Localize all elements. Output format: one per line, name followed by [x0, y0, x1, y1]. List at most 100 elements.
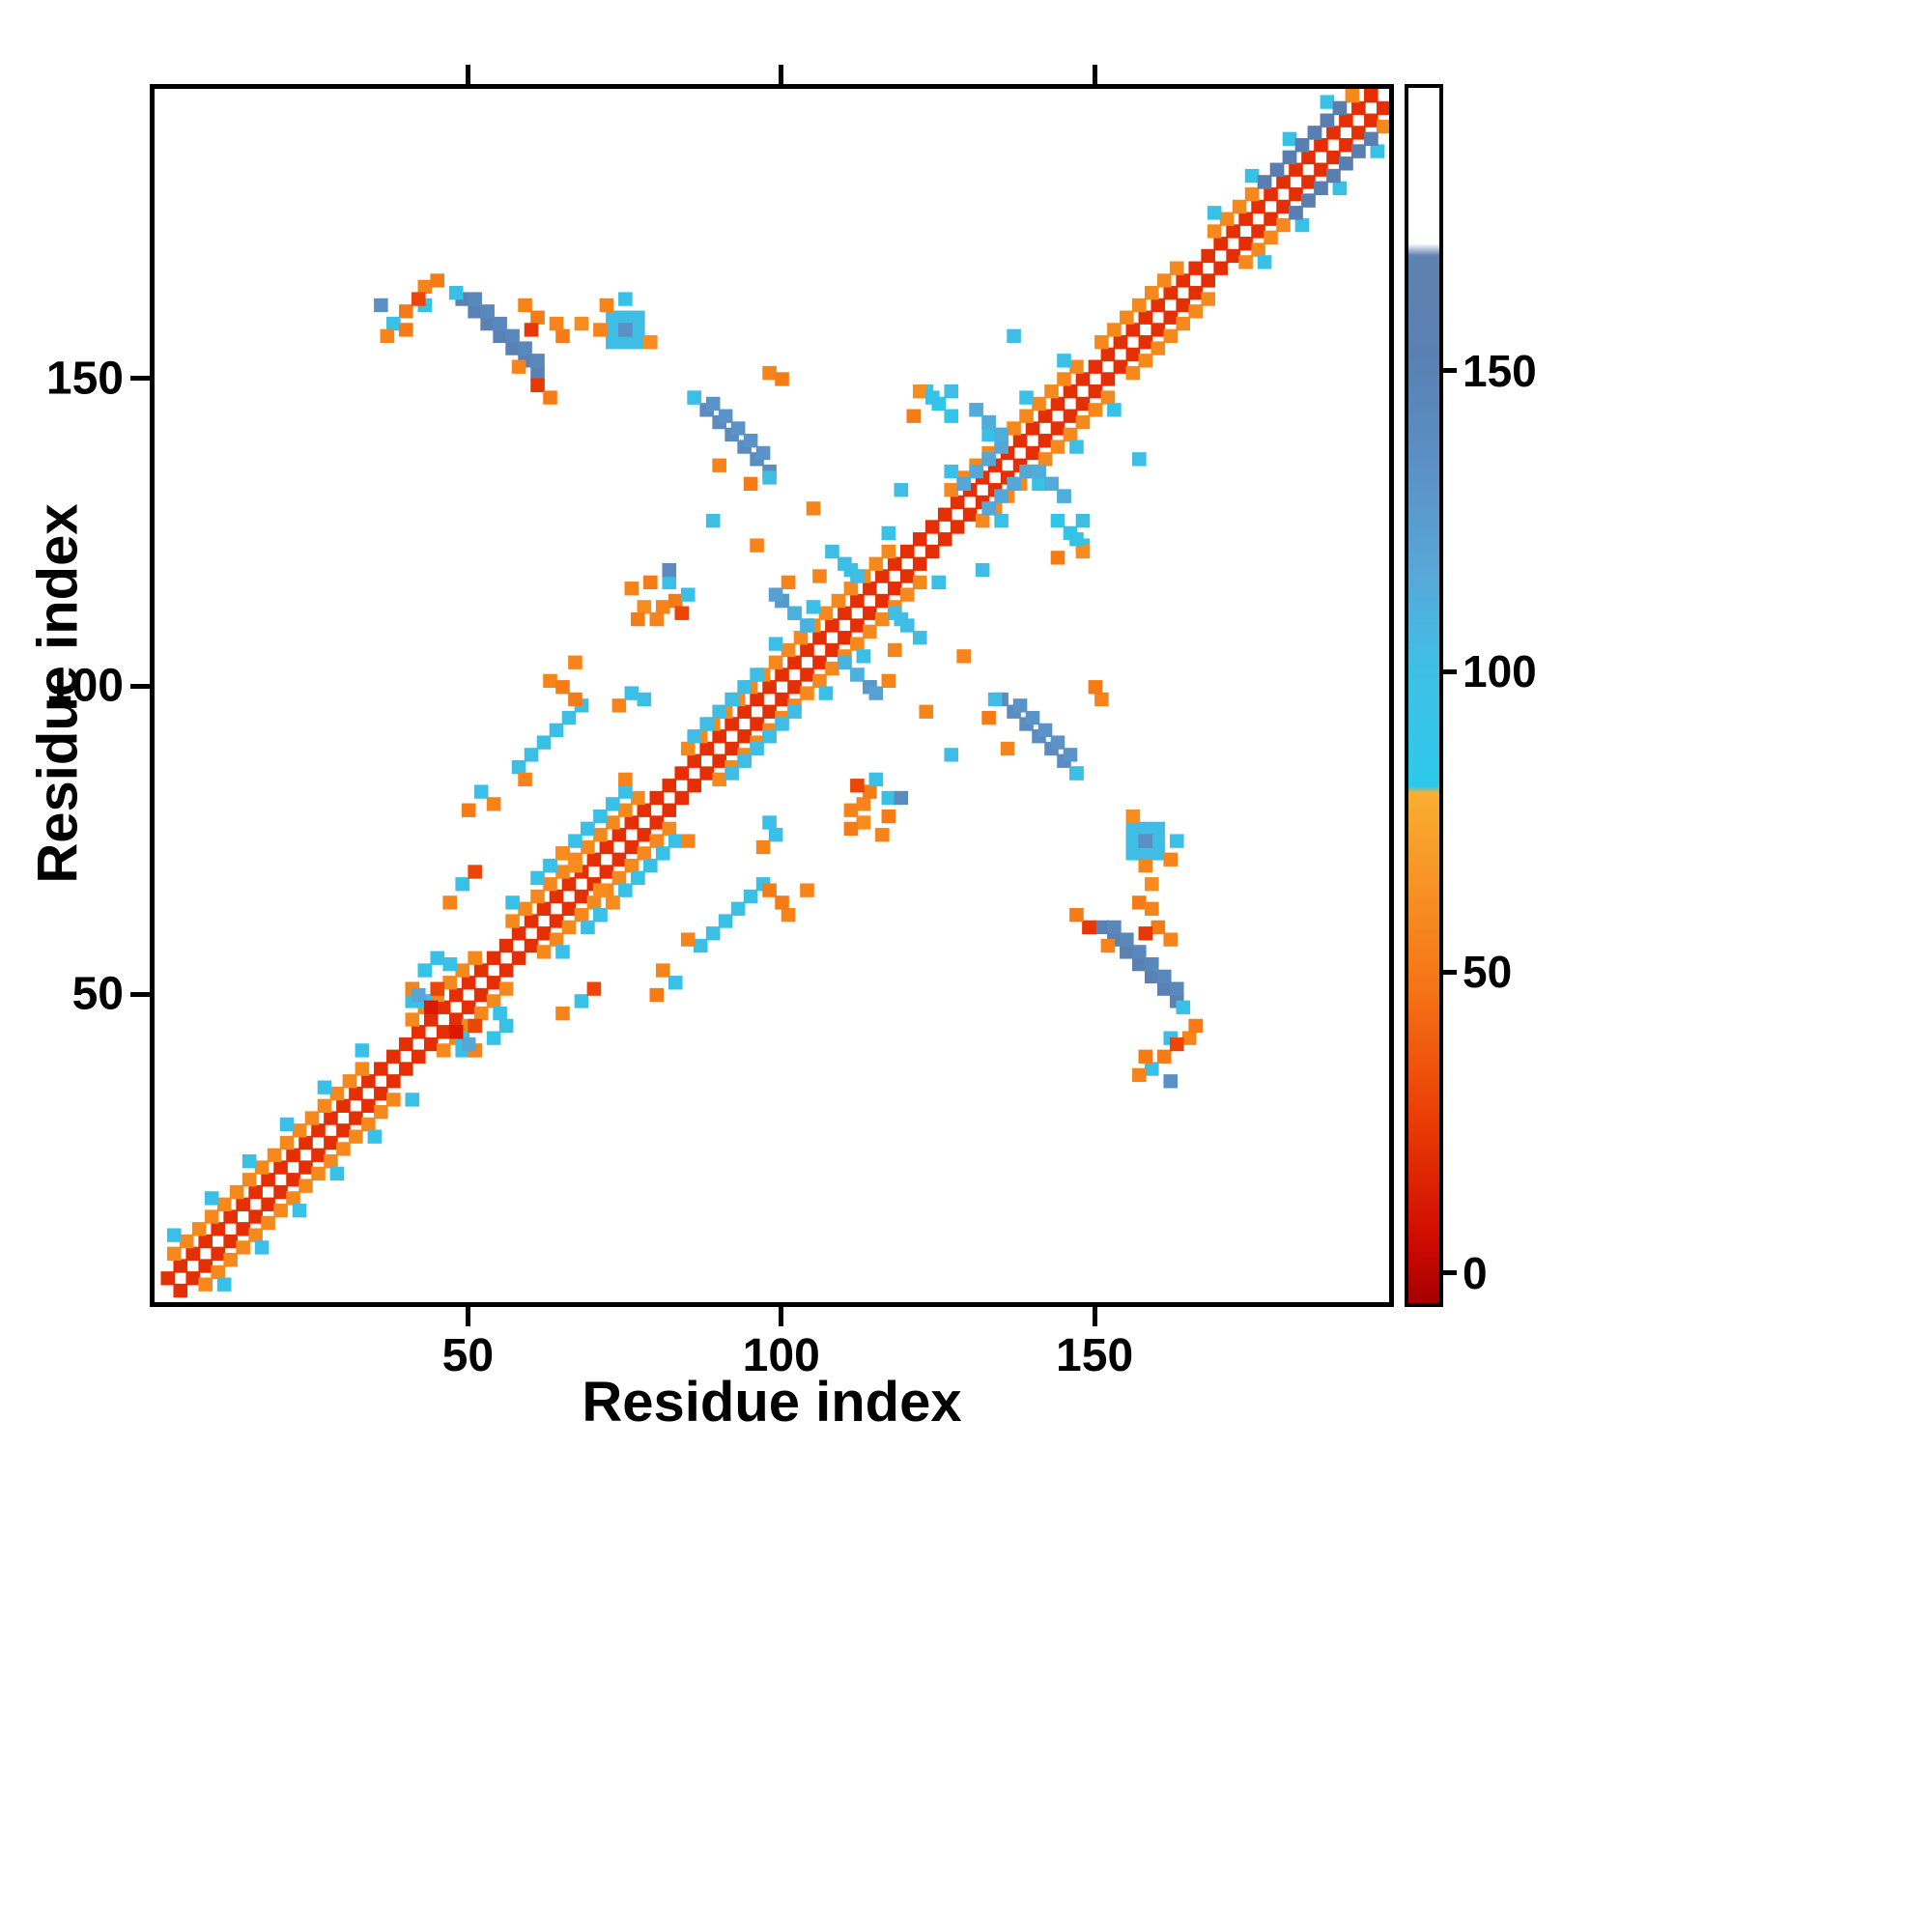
contact-cell: [1282, 150, 1297, 165]
contact-cell: [787, 704, 802, 719]
contact-cell: [367, 1129, 383, 1144]
contact-cell: [655, 600, 670, 614]
contact-cell: [261, 1173, 275, 1187]
contact-cell: [568, 692, 582, 707]
contact-cell: [1069, 440, 1084, 454]
contact-cell: [405, 1093, 420, 1107]
contact-cell: [1176, 298, 1191, 313]
contact-cell: [1314, 138, 1328, 153]
contact-cell: [618, 803, 633, 817]
contact-cell: [800, 642, 814, 658]
contact-cell: [1151, 834, 1166, 848]
contact-cell: [618, 335, 633, 350]
contact-cell: [818, 606, 834, 620]
contact-cell: [1069, 532, 1084, 547]
contact-cell: [755, 839, 771, 855]
contact-cell: [549, 723, 564, 738]
contact-cell: [888, 606, 902, 620]
contact-cell: [1125, 323, 1141, 337]
contact-cell: [468, 951, 482, 965]
contact-cell: [762, 365, 777, 381]
contact-cell: [223, 1209, 238, 1224]
contact-cell: [386, 1093, 401, 1107]
contact-cell: [981, 414, 996, 430]
contact-cell: [549, 316, 564, 331]
contact-cell: [643, 335, 658, 350]
contact-cell: [812, 673, 827, 689]
contact-cell: [618, 883, 633, 897]
contact-cell: [1138, 1049, 1153, 1064]
contact-cell: [1144, 1062, 1159, 1076]
contact-cell: [1151, 846, 1166, 861]
contact-cell: [812, 569, 827, 583]
colorbar-tick: [1443, 1270, 1457, 1276]
contact-cell: [994, 427, 1009, 442]
contact-cell: [1301, 150, 1316, 165]
contact-cell: [1050, 396, 1065, 412]
contact-cell: [223, 1252, 238, 1267]
contact-cell: [1025, 710, 1040, 725]
contact-cell: [762, 680, 777, 695]
contact-cell: [574, 889, 589, 904]
contact-cell: [1107, 920, 1122, 935]
contact-cell: [216, 1277, 232, 1292]
contact-cell: [536, 926, 552, 941]
contact-cell: [856, 797, 871, 811]
contact-cell: [1088, 359, 1103, 374]
contact-cell: [1037, 452, 1053, 467]
contact-cell: [1351, 100, 1366, 116]
contact-cell: [1276, 217, 1291, 233]
contact-cell: [1025, 421, 1040, 436]
contact-cell: [198, 1234, 213, 1249]
contact-cell: [411, 1049, 426, 1064]
contact-cell: [1094, 920, 1109, 935]
contact-cell: [838, 606, 852, 620]
contact-cell: [1125, 846, 1141, 861]
contact-cell: [223, 1234, 238, 1249]
contact-cell: [899, 569, 915, 583]
contact-cell: [924, 520, 940, 534]
contact-cell: [374, 1086, 388, 1101]
contact-cell: [624, 839, 639, 855]
contact-cell: [762, 815, 777, 830]
colorbar: [1405, 84, 1443, 1307]
contact-cell: [498, 963, 514, 978]
contact-cell: [868, 686, 884, 700]
contact-cell: [493, 316, 507, 331]
contact-cell: [1314, 181, 1328, 195]
contact-cell: [561, 710, 577, 725]
contact-cell: [555, 328, 570, 343]
contact-cell: [1144, 901, 1159, 916]
contact-cell: [1289, 206, 1303, 220]
contact-cell: [1138, 354, 1153, 368]
contact-cell: [1025, 445, 1040, 461]
contact-cell: [1226, 248, 1240, 264]
contact-cell: [705, 396, 721, 412]
contact-cell: [850, 618, 865, 633]
contact-cell: [1057, 372, 1071, 386]
contact-cell: [730, 901, 746, 916]
contact-cell: [1264, 187, 1278, 202]
contact-cell: [737, 704, 752, 719]
contact-cell: [1138, 310, 1153, 325]
contact-cell: [292, 1123, 307, 1138]
contact-cell: [1007, 328, 1021, 343]
contact-cell: [1332, 181, 1348, 195]
contact-cell: [875, 593, 890, 609]
contact-cell: [1251, 224, 1265, 239]
contact-cell: [762, 883, 777, 897]
contact-cell: [1207, 224, 1222, 239]
contact-cell: [530, 378, 545, 392]
contact-cell: [1156, 1049, 1172, 1064]
contact-cell: [606, 335, 620, 350]
contact-cell: [668, 976, 683, 990]
contact-cell: [1301, 193, 1316, 208]
contact-cell: [699, 766, 714, 781]
contact-cell: [1132, 298, 1147, 313]
contact-cell: [185, 1246, 201, 1261]
contact-cell: [374, 1062, 388, 1076]
contact-cell: [486, 951, 501, 965]
contact-cell: [317, 1098, 332, 1113]
contact-cell: [1320, 95, 1335, 109]
